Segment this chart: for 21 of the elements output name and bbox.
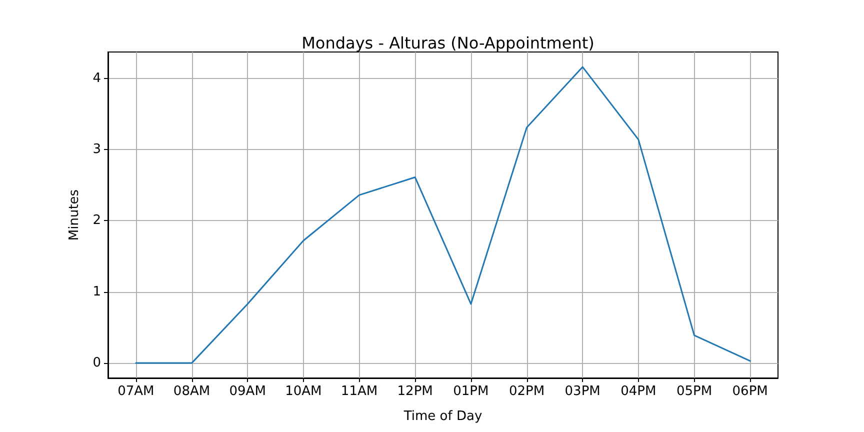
x-axis-title: Time of Day xyxy=(402,409,482,424)
y-tick-label: 4 xyxy=(92,70,101,86)
x-tick-label: 05PM xyxy=(676,384,712,399)
line-series xyxy=(135,66,751,364)
x-tick-label: 12PM xyxy=(397,384,433,399)
y-tick-label: 3 xyxy=(92,142,101,158)
x-tick-label: 02PM xyxy=(508,384,545,399)
chart-title: Mondays - Alturas (No-Appointment) xyxy=(302,34,594,52)
y-tick-label: 0 xyxy=(92,356,101,371)
x-tick-label: 09AM xyxy=(229,384,266,399)
x-tick-label: 06PM xyxy=(732,384,768,399)
x-tick-label: 10AM xyxy=(285,384,322,399)
x-tick-label: 01PM xyxy=(453,384,489,399)
y-axis-title: Minutes xyxy=(67,189,82,241)
y-tick-label: 1 xyxy=(92,284,101,300)
x-tick-label: 11AM xyxy=(340,384,378,399)
x-tick-label: 04PM xyxy=(620,384,656,399)
y-tick-label: 2 xyxy=(92,213,101,228)
x-tick-label: 03PM xyxy=(564,384,600,399)
x-tick-label: 08AM xyxy=(173,384,210,399)
x-tick-label: 07AM xyxy=(118,384,154,399)
